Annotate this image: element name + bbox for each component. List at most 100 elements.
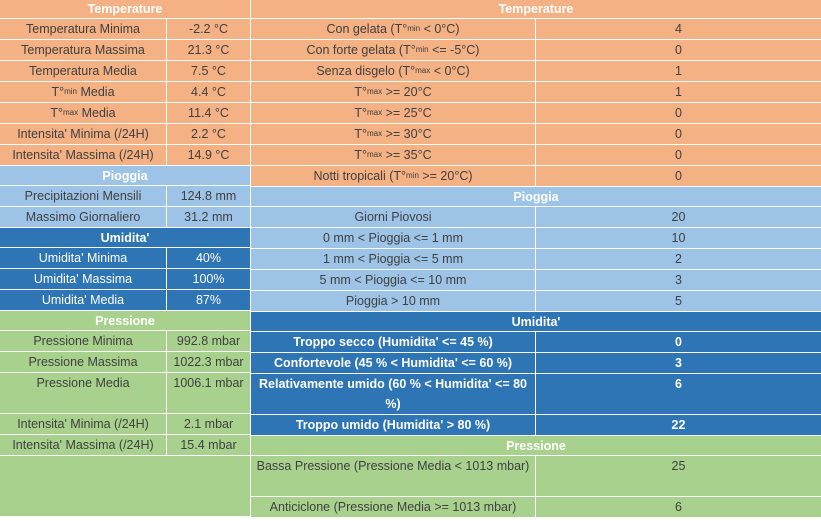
table-row: T° max >= 35°C 0 [251, 145, 821, 166]
row-value: 20 [671, 210, 686, 224]
row-value: 11.4 °C [188, 106, 229, 120]
table-row: 1 mm < Pioggia <= 5 mm 2 [251, 249, 821, 270]
row-label: Anticiclone (Pressione Media >= 1013 mba… [251, 497, 536, 517]
pioggia-days-header: Pioggia [251, 187, 821, 207]
row-value: 100% [192, 272, 225, 286]
row-value: 5 [675, 294, 682, 308]
row-label: T° max >= 25°C [251, 103, 536, 123]
row-value: 0 [675, 335, 682, 349]
label-subscript: min [407, 24, 421, 33]
row-label: Pressione Massima [0, 352, 167, 372]
row-value: 0 [675, 43, 682, 57]
table-row: Umidita' Massima 100% [0, 269, 250, 290]
row-value: 6 [675, 500, 682, 514]
row-value: 22 [671, 418, 686, 432]
row-label: Intensita' Massima (/24H) [0, 435, 167, 455]
section-title: Pressione [251, 436, 821, 455]
row-value: 1 [675, 85, 682, 99]
label-subscript: min [64, 87, 77, 96]
row-label: Con gelata (T° min < 0°C) [251, 19, 536, 39]
table-row: Relativamente umido (60 % < Humidita' <=… [251, 374, 821, 415]
row-label: Pressione Minima [0, 331, 167, 351]
row-label: Notti tropicali (T° min >= 20°C) [251, 166, 536, 186]
section-title: Temperature [251, 0, 821, 18]
label-text: Media [78, 106, 116, 120]
label-text: T° [354, 85, 368, 99]
table-row: Pioggia > 10 mm 5 [251, 291, 821, 312]
label-text: >= 35°C [382, 148, 432, 162]
table-row: Giorni Piovosi 20 [251, 207, 821, 228]
table-row: Pressione Massima 1022.3 mbar [0, 352, 250, 373]
label-text: Senza disgelo (T° [316, 64, 416, 78]
row-value: 2.2 °C [191, 127, 226, 141]
table-row: Troppo secco (Humidita' <= 45 %) 0 [251, 332, 821, 353]
row-value: 10 [671, 231, 686, 245]
table-row: Notti tropicali (T° min >= 20°C) 0 [251, 166, 821, 187]
table-row: Senza disgelo (T° max < 0°C) 1 [251, 61, 821, 82]
table-row: Intensita' Massima (/24H) 14.9 °C [0, 145, 250, 166]
table-row: Troppo umido (Humidita' > 80 %) 22 [251, 415, 821, 436]
label-text: T° [354, 127, 368, 141]
label-subscript: max [367, 150, 383, 159]
row-value: 124.8 mm [180, 189, 237, 203]
label-subscript: max [62, 108, 79, 117]
row-label: Bassa Pressione (Pressione Media < 1013 … [251, 456, 536, 496]
row-value: 87% [195, 293, 222, 307]
row-label: Temperatura Media [0, 61, 167, 81]
table-row: T° max >= 20°C 1 [251, 82, 821, 103]
table-row: 0 mm < Pioggia <= 1 mm 10 [251, 228, 821, 249]
section-title: Umidita' [251, 312, 821, 331]
table-row: Umidita' Minima 40% [0, 248, 250, 269]
label-text: Media [77, 85, 115, 99]
umidita-days-header: Umidita' [251, 312, 821, 332]
row-value: 1022.3 mbar [173, 355, 244, 369]
row-label: Giorni Piovosi [251, 207, 536, 227]
row-label: Umidita' Massima [0, 269, 167, 289]
row-label: T° max >= 20°C [251, 82, 536, 102]
table-row: Con forte gelata (T° min <= -5°C) 0 [251, 40, 821, 61]
row-value: 7.5 °C [191, 64, 226, 78]
row-value: 2.1 mbar [183, 417, 234, 431]
label-text: >= 20°C [382, 85, 432, 99]
row-label: Pressione Media [0, 373, 167, 413]
section-title: Pressione [0, 311, 250, 330]
empty-cell [0, 456, 250, 516]
table-row: Intensita' Minima (/24H) 2.2 °C [0, 124, 250, 145]
row-value: 992.8 mbar [176, 334, 241, 348]
label-subscript: max [367, 108, 383, 117]
section-title: Pioggia [251, 187, 821, 206]
label-subscript: max [415, 66, 431, 75]
section-title: Temperature [0, 0, 250, 18]
row-label: Con forte gelata (T° min <= -5°C) [251, 40, 536, 60]
row-label: Umidita' Media [0, 290, 167, 310]
label-subscript: max [367, 129, 383, 138]
row-value: 1006.1 mbar [173, 376, 244, 390]
row-value: 21.3 °C [187, 43, 230, 57]
table-row: Bassa Pressione (Pressione Media < 1013 … [251, 456, 821, 497]
row-label: Massimo Giornaliero [0, 207, 167, 227]
section-title: Umidita' [0, 228, 250, 247]
row-value: 25 [671, 459, 686, 473]
row-label: Intensita' Minima (/24H) [0, 414, 167, 434]
right-stats-table: Temperature Con gelata (T° min < 0°C) 4 C… [251, 0, 821, 518]
pioggia-header: Pioggia [0, 166, 250, 186]
label-text: < 0°C) [430, 64, 470, 78]
table-row: T° max Media 11.4 °C [0, 103, 250, 124]
pressione-header: Pressione [0, 311, 250, 331]
row-label: 0 mm < Pioggia <= 1 mm [251, 228, 536, 248]
row-value: 4 [675, 22, 682, 36]
table-row: Temperatura Minima -2.2 °C [0, 19, 250, 40]
table-row: Pressione Media 1006.1 mbar [0, 373, 250, 414]
label-text: <= -5°C) [428, 43, 480, 57]
table-row: T° max >= 30°C 0 [251, 124, 821, 145]
label-text: T° [50, 106, 63, 120]
table-row: Intensita' Minima (/24H) 2.1 mbar [0, 414, 250, 435]
row-label: Temperatura Massima [0, 40, 167, 60]
table-row: T° min Media 4.4 °C [0, 82, 250, 103]
row-label: Troppo umido (Humidita' > 80 %) [251, 415, 536, 435]
row-value: 3 [675, 273, 682, 287]
row-label: T° max >= 35°C [251, 145, 536, 165]
label-text: T° [354, 148, 368, 162]
row-value: 3 [675, 356, 682, 370]
table-row: Temperatura Media 7.5 °C [0, 61, 250, 82]
